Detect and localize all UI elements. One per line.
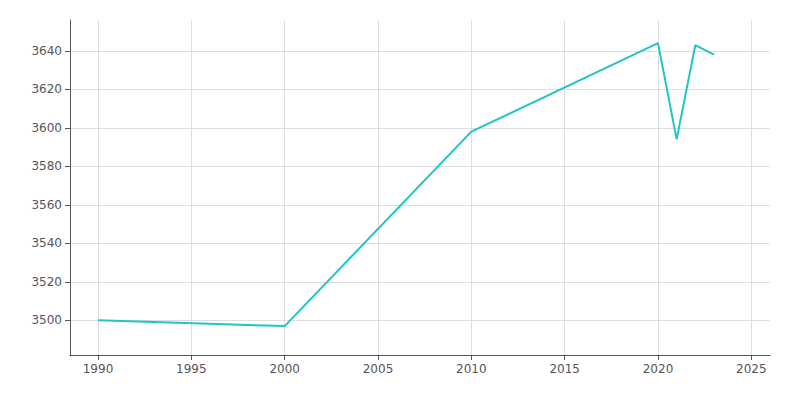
svg-text:2005: 2005 [363, 362, 394, 376]
svg-text:3540: 3540 [31, 236, 62, 250]
svg-text:3560: 3560 [31, 198, 62, 212]
svg-text:2020: 2020 [643, 362, 674, 376]
svg-text:2010: 2010 [456, 362, 487, 376]
svg-text:3600: 3600 [31, 121, 62, 135]
svg-text:3580: 3580 [31, 159, 62, 173]
svg-text:2000: 2000 [269, 362, 300, 376]
svg-text:3500: 3500 [31, 313, 62, 327]
svg-text:1995: 1995 [176, 362, 207, 376]
svg-text:3640: 3640 [31, 44, 62, 58]
svg-text:3620: 3620 [31, 82, 62, 96]
svg-text:3520: 3520 [31, 275, 62, 289]
svg-text:2015: 2015 [549, 362, 580, 376]
svg-text:1990: 1990 [83, 362, 114, 376]
svg-text:2025: 2025 [736, 362, 767, 376]
